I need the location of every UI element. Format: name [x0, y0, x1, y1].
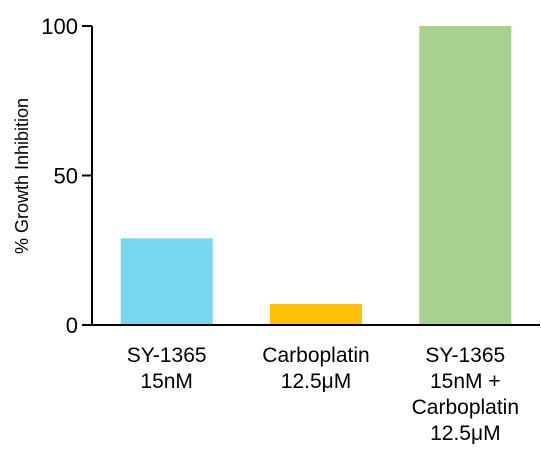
- x-category-label: Carboplatin: [412, 396, 519, 419]
- bar: [419, 26, 512, 325]
- x-category-label: 12.5μM: [430, 422, 500, 445]
- y-tick-label: 100: [41, 14, 78, 39]
- x-category-label: 12.5μM: [281, 370, 351, 393]
- y-axis-label: % Growth Inhibition: [12, 98, 32, 254]
- y-tick-label: 0: [66, 313, 78, 338]
- x-category-label: 15nM +: [430, 370, 501, 393]
- bar: [270, 304, 362, 325]
- y-tick-label: 50: [54, 164, 78, 189]
- x-category-label: 15nM: [140, 370, 193, 393]
- bar: [120, 238, 213, 325]
- x-category-label: SY-1365: [425, 344, 505, 367]
- x-category-label: Carboplatin: [262, 344, 369, 367]
- x-category-label: SY-1365: [127, 344, 207, 367]
